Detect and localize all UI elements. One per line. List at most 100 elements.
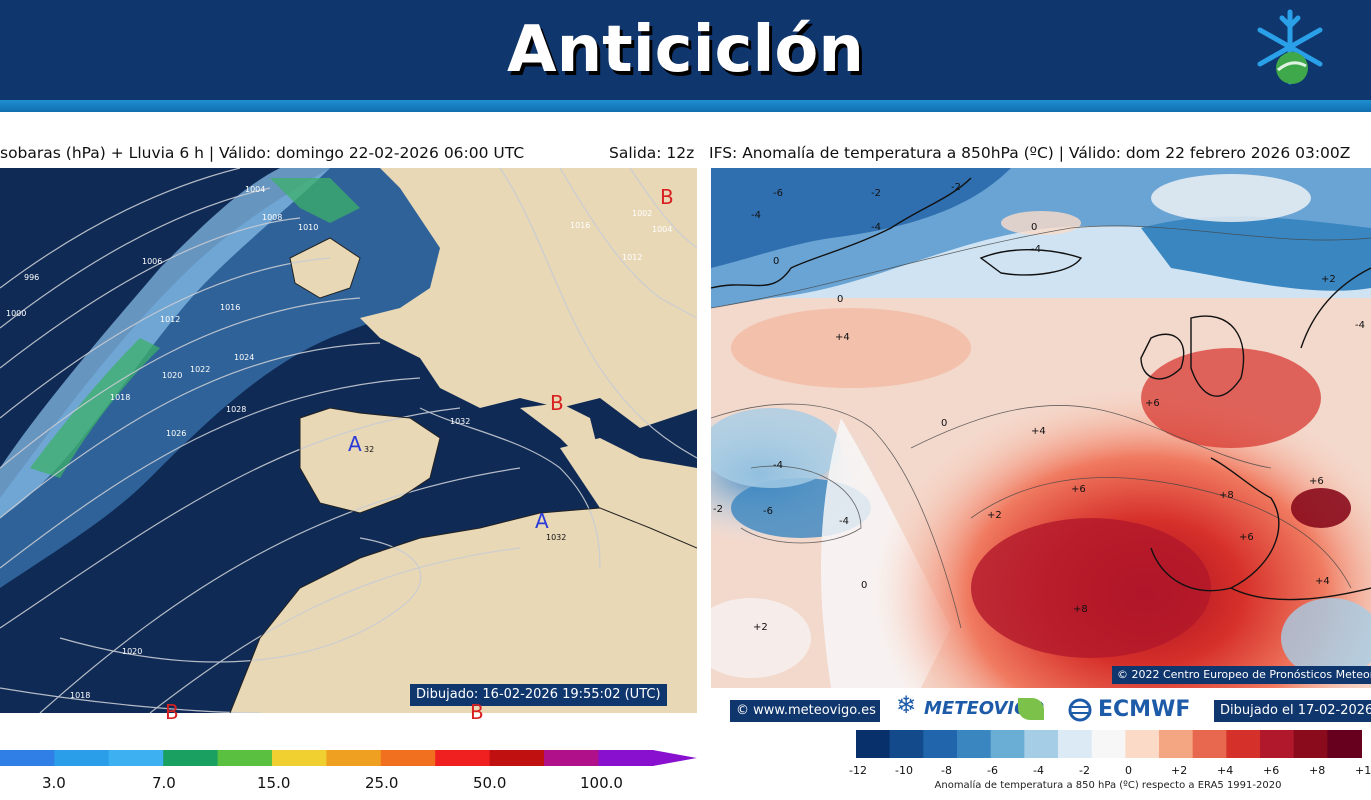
anomaly-colorbar-label: +2 — [1171, 764, 1188, 777]
header-banner — [0, 0, 1371, 100]
svg-text:1004: 1004 — [652, 225, 672, 234]
rain-colorbar-segment — [272, 750, 328, 766]
left-drawn-stamp: Dibujado: 16-02-2026 19:55:02 (UTC) — [410, 684, 667, 706]
svg-text:1012: 1012 — [622, 253, 642, 262]
rain-colorbar-segment — [163, 750, 219, 766]
anomaly-label: +6 — [1145, 398, 1160, 409]
anomaly-colorbar-label: +6 — [1263, 764, 1280, 777]
page-title: Anticiclón — [507, 13, 864, 87]
high-pressure-symbol: A — [535, 509, 549, 533]
anomaly-colorbar-segment — [1260, 730, 1295, 758]
anomaly-label: -4 — [773, 460, 783, 471]
anomaly-label: +2 — [1321, 274, 1336, 285]
svg-text:1000: 1000 — [6, 309, 26, 318]
anomaly-label: 0 — [861, 580, 867, 591]
rain-colorbar-label: 7.0 — [152, 774, 176, 792]
leaf-icon — [1018, 698, 1044, 720]
rain-colorbar-segment — [0, 750, 56, 766]
anomaly-colorbar-segment — [856, 730, 891, 758]
anomaly-colorbar — [856, 730, 1362, 758]
anomaly-label: 0 — [837, 294, 843, 305]
svg-text:1008: 1008 — [262, 213, 282, 222]
left-map-salida: Salida: 12z — [609, 144, 695, 162]
svg-text:1020: 1020 — [162, 371, 182, 380]
anomaly-colorbar-segment — [889, 730, 925, 758]
snowflake-icon: ❄ — [896, 691, 917, 719]
meteovigo-brand: METEOVIGO — [924, 698, 1045, 719]
anomaly-colorbar-label: +4 — [1217, 764, 1234, 777]
anomaly-label: 0 — [1031, 222, 1037, 233]
anomaly-colorbar-segment — [923, 730, 958, 758]
high-pressure-value: 1032 — [546, 533, 566, 542]
high-pressure-symbol: A — [348, 432, 362, 456]
svg-text:1018: 1018 — [70, 691, 90, 700]
anomaly-colorbar-label: +10 — [1355, 764, 1371, 777]
anomaly-colorbar-segment — [1192, 730, 1228, 758]
anomaly-colorbar-label: -4 — [1033, 764, 1044, 777]
anomaly-label: +6 — [1071, 484, 1086, 495]
anomaly-colorbar-label: -10 — [895, 764, 913, 777]
website-link[interactable]: © www.meteovigo.es — [730, 700, 880, 722]
anomaly-label: +4 — [1315, 576, 1330, 587]
rain-colorbar-segment — [598, 750, 654, 766]
anomaly-colorbar-label: 0 — [1125, 764, 1132, 777]
anomaly-colorbar-segment — [1024, 730, 1059, 758]
svg-text:1024: 1024 — [234, 353, 254, 362]
ecmwf-copyright: © 2022 Centro Europeo de Pronósticos Met… — [1112, 666, 1371, 684]
anomaly-label: +4 — [835, 332, 850, 343]
anomaly-label: +8 — [1219, 490, 1234, 501]
anomaly-label: -4 — [1355, 320, 1365, 331]
svg-text:1028: 1028 — [226, 405, 246, 414]
anomaly-label: -4 — [871, 222, 881, 233]
anomaly-label: -4 — [751, 210, 761, 221]
anomaly-colorbar-segment — [1159, 730, 1194, 758]
anomaly-colorbar-label: +8 — [1309, 764, 1326, 777]
anomaly-colorbar-segment — [1327, 730, 1362, 758]
anomaly-colorbar-label: -8 — [941, 764, 952, 777]
anomaly-label: 0 — [941, 418, 947, 429]
anomaly-colorbar-segment — [1091, 730, 1127, 758]
header-stripe — [0, 100, 1371, 112]
svg-text:1012: 1012 — [160, 315, 180, 324]
anomaly-label: +6 — [1309, 476, 1324, 487]
svg-text:1006: 1006 — [142, 257, 162, 266]
anomaly-label: -6 — [773, 188, 783, 199]
rain-colorbar-segment — [217, 750, 273, 766]
anomaly-label: +6 — [1239, 532, 1254, 543]
low-pressure-symbol: B — [550, 391, 564, 415]
anomaly-label: +8 — [1073, 604, 1088, 615]
svg-text:1010: 1010 — [298, 223, 318, 232]
rain-colorbar-extend — [652, 750, 697, 766]
rain-colorbar-label: 100.0 — [580, 774, 623, 792]
anomaly-colorbar-segment — [1058, 730, 1093, 758]
rain-colorbar-label: 50.0 — [473, 774, 507, 792]
anomaly-colorbar-label: -6 — [987, 764, 998, 777]
right-map-title: IFS: Anomalía de temperatura a 850hPa (º… — [709, 144, 1351, 162]
right-anomaly-map: -6 -2 -2 -4 -4 0 0 0 -4 +4 0 +6 +4 +6 +8… — [711, 168, 1371, 688]
anomaly-label: -2 — [713, 504, 723, 515]
anomaly-label: -6 — [763, 506, 773, 517]
rain-colorbar-label: 15.0 — [257, 774, 291, 792]
anomaly-label: +4 — [1031, 426, 1046, 437]
anomaly-label: +2 — [987, 510, 1002, 521]
anomaly-colorbar-segment — [957, 730, 992, 758]
low-pressure-symbol: B — [660, 185, 674, 209]
rain-colorbar-segment — [54, 750, 110, 766]
rain-colorbar-segment — [489, 750, 545, 766]
svg-text:1018: 1018 — [110, 393, 130, 402]
svg-text:1032: 1032 — [450, 417, 470, 426]
high-pressure-value: 32 — [364, 445, 374, 454]
svg-text:1002: 1002 — [632, 209, 652, 218]
anomaly-label: 0 — [773, 256, 779, 267]
anomaly-label: -4 — [1031, 244, 1041, 255]
anomaly-colorbar-segment — [1293, 730, 1329, 758]
rain-colorbar-segment — [108, 750, 165, 766]
svg-text:1026: 1026 — [166, 429, 186, 438]
rain-colorbar — [0, 750, 697, 766]
ecmwf-brand: ECMWF — [1098, 697, 1191, 722]
svg-text:1020: 1020 — [122, 647, 142, 656]
svg-text:996: 996 — [24, 273, 39, 282]
anomaly-label: -4 — [839, 516, 849, 527]
rain-colorbar-label: 25.0 — [365, 774, 399, 792]
rain-colorbar-segment — [544, 750, 600, 766]
